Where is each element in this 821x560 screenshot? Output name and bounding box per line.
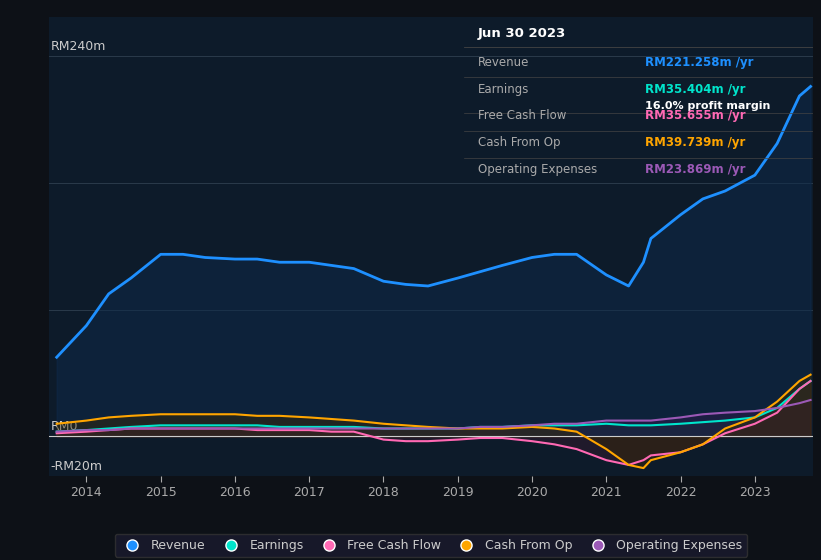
Text: Revenue: Revenue	[478, 55, 530, 69]
Text: Free Cash Flow: Free Cash Flow	[478, 109, 566, 123]
Text: RM221.258m /yr: RM221.258m /yr	[645, 55, 754, 69]
Text: Jun 30 2023: Jun 30 2023	[478, 27, 566, 40]
Text: RM35.404m /yr: RM35.404m /yr	[645, 82, 745, 96]
Text: RM0: RM0	[51, 420, 78, 433]
Text: RM35.655m /yr: RM35.655m /yr	[645, 109, 746, 123]
Text: Operating Expenses: Operating Expenses	[478, 163, 597, 176]
Text: RM39.739m /yr: RM39.739m /yr	[645, 136, 745, 150]
Text: 16.0% profit margin: 16.0% profit margin	[645, 101, 771, 111]
Text: RM240m: RM240m	[51, 40, 106, 53]
Text: RM23.869m /yr: RM23.869m /yr	[645, 163, 745, 176]
Text: Earnings: Earnings	[478, 82, 530, 96]
Text: -RM20m: -RM20m	[51, 460, 103, 473]
Text: Cash From Op: Cash From Op	[478, 136, 560, 150]
Legend: Revenue, Earnings, Free Cash Flow, Cash From Op, Operating Expenses: Revenue, Earnings, Free Cash Flow, Cash …	[115, 534, 747, 557]
